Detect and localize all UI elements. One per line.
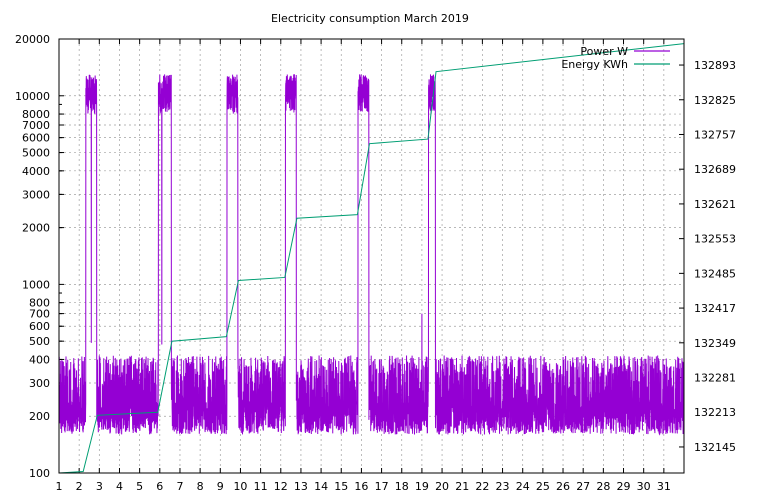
legend-label-energy: Energy KWh (561, 58, 628, 71)
y-right-tick-label: 132553 (694, 233, 736, 246)
x-tick-label: 1 (56, 480, 63, 493)
x-tick-label: 12 (274, 480, 288, 493)
x-tick-label: 11 (254, 480, 268, 493)
x-tick-label: 17 (375, 480, 389, 493)
y-right-tick-label: 132485 (694, 267, 736, 280)
y-left-tick-label: 7000 (22, 119, 50, 132)
y-right-tick-label: 132689 (694, 163, 736, 176)
y-left-tick-label: 20000 (15, 33, 50, 46)
x-tick-label: 7 (176, 480, 183, 493)
x-tick-label: 26 (556, 480, 570, 493)
x-tick-label: 15 (334, 480, 348, 493)
y-left-tick-label: 3000 (22, 188, 50, 201)
x-tick-label: 28 (596, 480, 610, 493)
y-left-tick-label: 1000 (22, 278, 50, 291)
x-tick-label: 29 (617, 480, 631, 493)
y-left-tick-label: 100 (29, 467, 50, 480)
x-tick-label: 30 (637, 480, 651, 493)
y-right-tick-label: 132213 (694, 406, 736, 419)
y-right-tick-label: 132757 (694, 128, 736, 141)
x-tick-label: 21 (455, 480, 469, 493)
y-left-tick-label: 2000 (22, 222, 50, 235)
y-axis-right: 132145 132213 132281 132349 132417 132485 1325… (679, 59, 736, 454)
series-line-power (59, 74, 684, 436)
y-right-tick-label: 132281 (694, 372, 736, 385)
y-left-tick-label: 200 (29, 410, 50, 423)
x-tick-label: 2 (76, 480, 83, 493)
x-tick-label: 27 (576, 480, 590, 493)
y-left-tick-label: 6000 (22, 132, 50, 145)
x-tick-label: 14 (314, 480, 328, 493)
y-left-tick-label: 800 (29, 297, 50, 310)
y-left-tick-label: 300 (29, 377, 50, 390)
y-left-tick-label: 5000 (22, 147, 50, 160)
chart-title: Electricity consumption March 2019 (271, 12, 469, 25)
series-line-energy (59, 43, 684, 473)
x-tick-label: 19 (415, 480, 429, 493)
y-left-tick-label: 400 (29, 353, 50, 366)
x-tick-label: 31 (657, 480, 671, 493)
x-tick-label: 16 (354, 480, 368, 493)
y-right-tick-label: 132417 (694, 302, 736, 315)
y-right-tick-label: 132349 (694, 337, 736, 350)
x-tick-label: 3 (96, 480, 103, 493)
x-tick-label: 22 (475, 480, 489, 493)
y-right-tick-label: 132893 (694, 59, 736, 72)
x-tick-label: 5 (136, 480, 143, 493)
y-left-tick-label: 700 (29, 308, 50, 321)
y-left-tick-label: 8000 (22, 108, 50, 121)
x-tick-label: 10 (233, 480, 247, 493)
y-left-tick-label: 600 (29, 320, 50, 333)
y-left-tick-label: 500 (29, 335, 50, 348)
x-tick-label: 4 (116, 480, 123, 493)
x-tick-label: 18 (395, 480, 409, 493)
y-left-tick-label: 4000 (22, 165, 50, 178)
y-left-tick-label: 10000 (15, 90, 50, 103)
x-tick-label: 25 (536, 480, 550, 493)
y-right-tick-label: 132621 (694, 198, 736, 211)
y-right-tick-label: 132825 (694, 94, 736, 107)
x-tick-label: 23 (496, 480, 510, 493)
x-tick-label: 20 (435, 480, 449, 493)
x-tick-label: 13 (294, 480, 308, 493)
y-right-tick-label: 132145 (694, 441, 736, 454)
x-tick-label: 9 (217, 480, 224, 493)
x-tick-label: 24 (516, 480, 530, 493)
x-axis: 1 2 3 4 5 6 7 8 9 10 11 12 13 14 15 16 17 18 19 20 21 22 23 24 2… (56, 39, 671, 493)
plot-frame (58, 38, 685, 474)
legend: Power W Energy KWh (561, 45, 670, 71)
x-tick-label: 6 (156, 480, 163, 493)
legend-label-power: Power W (580, 45, 628, 58)
x-tick-label: 8 (197, 480, 204, 493)
